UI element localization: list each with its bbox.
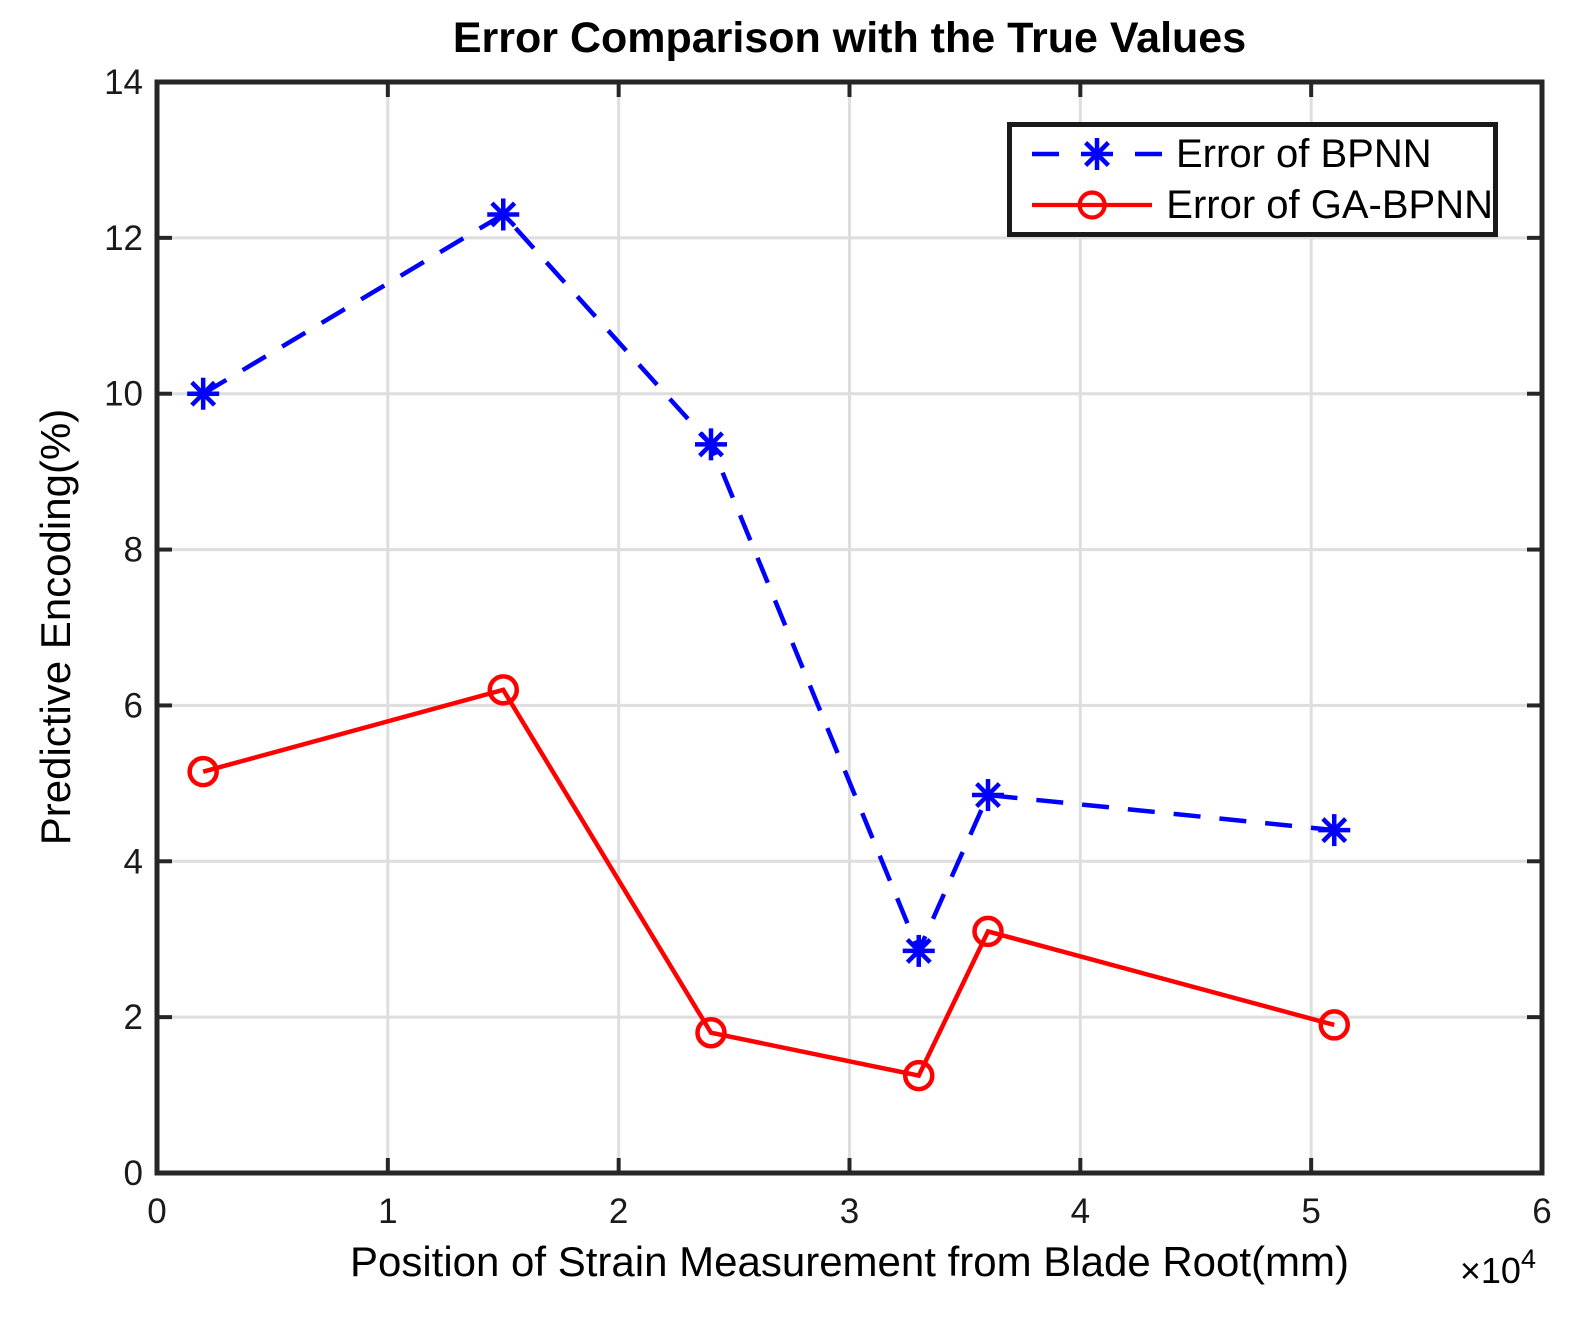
svg-text:8: 8 bbox=[124, 531, 143, 570]
bpnn-dashed-asterisk-line-icon bbox=[1032, 138, 1162, 171]
svg-text:10: 10 bbox=[104, 375, 143, 414]
svg-text:5: 5 bbox=[1301, 1192, 1320, 1231]
svg-text:4: 4 bbox=[1071, 1192, 1090, 1231]
svg-text:0: 0 bbox=[124, 1154, 143, 1193]
svg-text:2: 2 bbox=[609, 1192, 628, 1231]
x-axis-multiplier: ×104 bbox=[1459, 1244, 1536, 1292]
legend-item-bpnn: Error of BPNN bbox=[1032, 131, 1493, 177]
svg-text:6: 6 bbox=[124, 686, 143, 725]
svg-text:2: 2 bbox=[124, 998, 143, 1037]
svg-text:14: 14 bbox=[104, 63, 143, 102]
svg-text:1: 1 bbox=[378, 1192, 397, 1231]
svg-text:3: 3 bbox=[840, 1192, 859, 1231]
chart-title: Error Comparison with the True Values bbox=[452, 14, 1247, 62]
svg-text:0: 0 bbox=[147, 1192, 166, 1231]
svg-text:12: 12 bbox=[104, 219, 143, 258]
x-axis-multiplier-exponent: 4 bbox=[1520, 1244, 1536, 1274]
ga-bpnn-solid-circle-line-icon bbox=[1032, 190, 1153, 220]
x-axis-multiplier-base: ×10 bbox=[1459, 1250, 1521, 1291]
legend-label-ga-bpnn: Error of GA-BPNN bbox=[1166, 182, 1493, 227]
y-axis-label: Predictive Encoding(%) bbox=[32, 408, 79, 846]
svg-text:6: 6 bbox=[1532, 1192, 1551, 1231]
x-axis-label: Position of Strain Measurement from Blad… bbox=[349, 1238, 1350, 1285]
legend-box: Error of BPNN Error of GA-BPNN bbox=[1007, 122, 1498, 237]
legend-label-bpnn: Error of BPNN bbox=[1176, 132, 1432, 177]
svg-text:4: 4 bbox=[124, 842, 143, 881]
legend-item-ga-bpnn: Error of GA-BPNN bbox=[1032, 182, 1493, 228]
